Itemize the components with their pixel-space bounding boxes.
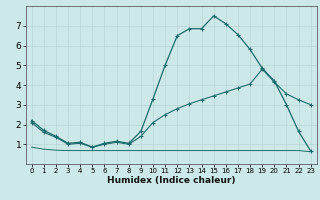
X-axis label: Humidex (Indice chaleur): Humidex (Indice chaleur) [107,176,236,185]
